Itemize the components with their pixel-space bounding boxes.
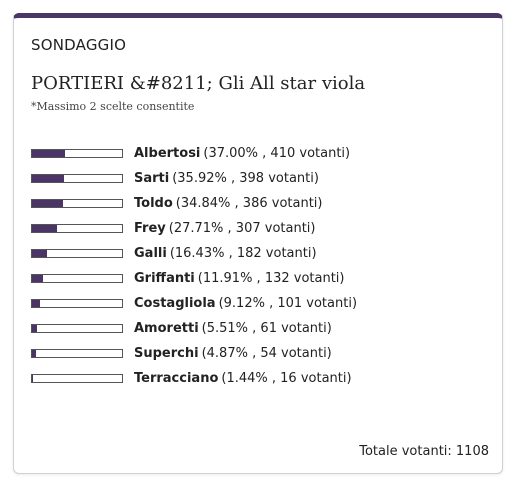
vote-bar-track (31, 274, 123, 283)
option-stats: (1.44% , 16 votanti) (221, 371, 352, 386)
option-name: Toldo (134, 196, 173, 211)
vote-bar-fill (32, 300, 41, 307)
vote-bar-fill (32, 325, 37, 332)
option-stats: (34.84% , 386 votanti) (175, 196, 323, 211)
option-stats: (9.12% , 101 votanti) (218, 296, 358, 311)
vote-bar-fill (32, 175, 65, 182)
poll-widget: SONDAGGIO PORTIERI &#8211; Gli All star … (13, 13, 503, 474)
option-name: Costagliola (134, 296, 216, 311)
option-stats: (4.87% , 54 votanti) (201, 346, 332, 361)
vote-bar-fill (32, 250, 47, 257)
poll-option-toldo[interactable]: Toldo (34.84% , 386 votanti) (31, 191, 491, 216)
option-name: Terracciano (134, 371, 219, 386)
poll-option-sarti[interactable]: Sarti (35.92% , 398 votanti) (31, 166, 491, 191)
vote-bar-fill (32, 225, 57, 232)
poll-options-list: Albertosi (37.00% , 410 votanti) Sarti (… (31, 141, 491, 391)
poll-option-galli[interactable]: Galli (16.43% , 182 votanti) (31, 241, 491, 266)
option-name: Sarti (134, 171, 170, 186)
vote-bar-track (31, 374, 123, 383)
vote-bar-fill (32, 350, 37, 357)
vote-bar-track (31, 199, 123, 208)
vote-bar-fill (32, 200, 64, 207)
vote-bar-fill (32, 375, 34, 382)
poll-option-superchi[interactable]: Superchi (4.87% , 54 votanti) (31, 341, 491, 366)
poll-title: PORTIERI &#8211; Gli All star viola (31, 73, 366, 94)
option-stats: (5.51% , 61 votanti) (201, 321, 332, 336)
vote-bar-track (31, 299, 123, 308)
vote-bar-fill (32, 150, 66, 157)
option-name: Superchi (134, 346, 199, 361)
total-votes: Totale votanti: 1108 (359, 444, 489, 459)
option-stats: (27.71% , 307 votanti) (168, 221, 316, 236)
option-stats: (35.92% , 398 votanti) (172, 171, 319, 186)
option-stats: (16.43% , 182 votanti) (169, 246, 317, 261)
poll-option-frey[interactable]: Frey (27.71% , 307 votanti) (31, 216, 491, 241)
option-name: Albertosi (134, 146, 201, 161)
poll-header-label: SONDAGGIO (31, 36, 127, 54)
vote-bar-track (31, 224, 123, 233)
option-stats: (37.00% , 410 votanti) (203, 146, 351, 161)
poll-option-albertosi[interactable]: Albertosi (37.00% , 410 votanti) (31, 141, 491, 166)
option-name: Amoretti (134, 321, 199, 336)
vote-bar-fill (32, 275, 43, 282)
poll-option-costagliola[interactable]: Costagliola (9.12% , 101 votanti) (31, 291, 491, 316)
poll-option-terracciano[interactable]: Terracciano (1.44% , 16 votanti) (31, 366, 491, 391)
option-name: Galli (134, 246, 167, 261)
vote-bar-track (31, 324, 123, 333)
poll-note: *Massimo 2 scelte consentite (31, 100, 195, 113)
option-name: Griffanti (134, 271, 195, 286)
vote-bar-track (31, 249, 123, 258)
vote-bar-track (31, 149, 123, 158)
vote-bar-track (31, 349, 123, 358)
poll-option-griffanti[interactable]: Griffanti (11.91% , 132 votanti) (31, 266, 491, 291)
option-name: Frey (134, 221, 166, 236)
option-stats: (11.91% , 132 votanti) (197, 271, 345, 286)
vote-bar-track (31, 174, 123, 183)
poll-option-amoretti[interactable]: Amoretti (5.51% , 61 votanti) (31, 316, 491, 341)
